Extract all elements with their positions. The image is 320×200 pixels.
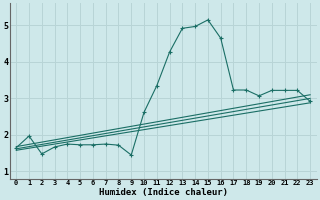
X-axis label: Humidex (Indice chaleur): Humidex (Indice chaleur) [99,188,228,197]
